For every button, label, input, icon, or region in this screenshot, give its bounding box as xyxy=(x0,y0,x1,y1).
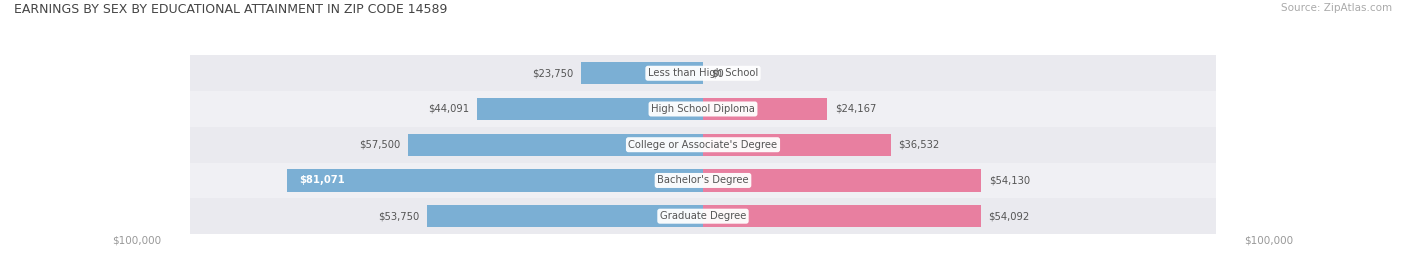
Text: $54,092: $54,092 xyxy=(988,211,1029,221)
Bar xyxy=(703,98,827,120)
Text: $100,000: $100,000 xyxy=(112,236,162,246)
Text: $53,750: $53,750 xyxy=(378,211,419,221)
Text: Source: ZipAtlas.com: Source: ZipAtlas.com xyxy=(1281,3,1392,13)
Text: $54,130: $54,130 xyxy=(988,176,1029,185)
Text: Graduate Degree: Graduate Degree xyxy=(659,211,747,221)
Text: $57,500: $57,500 xyxy=(359,140,401,150)
Text: $36,532: $36,532 xyxy=(898,140,939,150)
Text: $0: $0 xyxy=(710,68,724,78)
Bar xyxy=(703,134,890,156)
Bar xyxy=(427,205,703,227)
Bar xyxy=(408,134,703,156)
Text: $23,750: $23,750 xyxy=(531,68,574,78)
Bar xyxy=(703,169,981,192)
Text: Bachelor's Degree: Bachelor's Degree xyxy=(657,176,749,185)
Text: $44,091: $44,091 xyxy=(427,104,468,114)
Bar xyxy=(287,169,703,192)
Text: College or Associate's Degree: College or Associate's Degree xyxy=(628,140,778,150)
Bar xyxy=(190,127,1216,163)
Text: High School Diploma: High School Diploma xyxy=(651,104,755,114)
Text: $81,071: $81,071 xyxy=(299,176,346,185)
Bar xyxy=(190,163,1216,198)
Bar xyxy=(581,62,703,84)
Bar xyxy=(190,55,1216,91)
Bar xyxy=(190,91,1216,127)
Text: EARNINGS BY SEX BY EDUCATIONAL ATTAINMENT IN ZIP CODE 14589: EARNINGS BY SEX BY EDUCATIONAL ATTAINMEN… xyxy=(14,3,447,16)
Text: $100,000: $100,000 xyxy=(1244,236,1294,246)
Bar xyxy=(190,198,1216,234)
Bar xyxy=(477,98,703,120)
Text: Less than High School: Less than High School xyxy=(648,68,758,78)
Bar xyxy=(703,205,981,227)
Text: $24,167: $24,167 xyxy=(835,104,876,114)
